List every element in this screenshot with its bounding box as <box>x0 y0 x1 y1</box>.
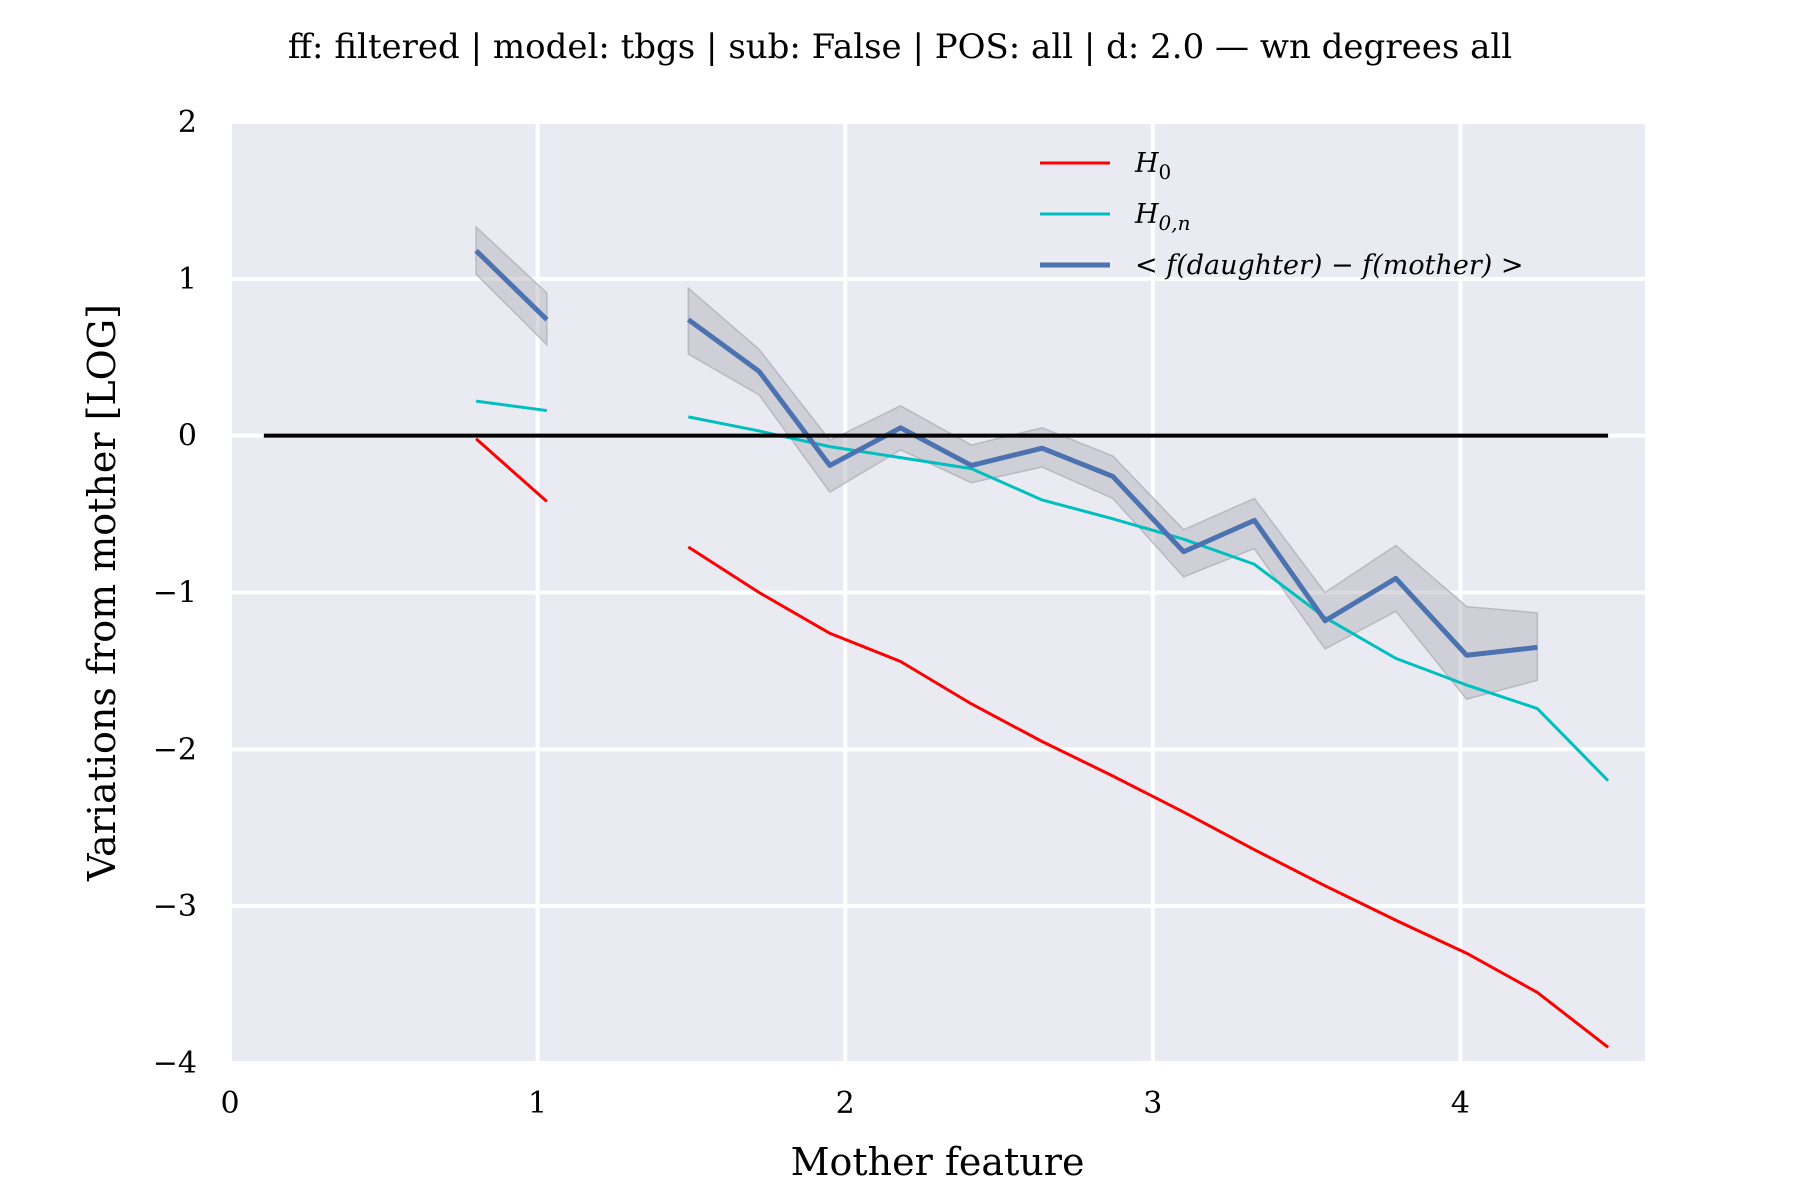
series-line-1 <box>475 399 548 413</box>
x-axis-label: Mother feature <box>791 1140 1085 1184</box>
tick-labels: 0 1 2 3 4 −4 −3 −2 −1 0 1 2 <box>153 105 1470 1121</box>
y-tick-label: 1 <box>178 262 197 297</box>
legend-label: < f(daughter) − f(mother) > <box>1135 250 1523 281</box>
x-tick-label: 1 <box>528 1086 547 1121</box>
series-line-1 <box>688 415 1610 782</box>
y-axis-label: Variations from mother [LOG] <box>80 304 124 882</box>
x-tick-label: 2 <box>836 1086 855 1121</box>
x-tick-label: 4 <box>1451 1086 1470 1121</box>
y-tick-label: 0 <box>178 419 197 454</box>
series-line-0 <box>475 437 548 503</box>
x-tick-label: 3 <box>1143 1086 1162 1121</box>
series-line-0 <box>687 545 1610 1049</box>
x-tick-label: 0 <box>220 1086 239 1121</box>
y-tick-label: −2 <box>153 732 197 767</box>
y-tick-label: −1 <box>153 576 197 611</box>
y-tick-label: −3 <box>153 889 197 924</box>
series-lines <box>474 248 1610 1049</box>
series-line-2 <box>474 248 549 322</box>
y-tick-label: 2 <box>178 105 197 140</box>
y-tick-label: −4 <box>153 1046 197 1081</box>
chart-title: ff: filtered | model: tbgs | sub: False … <box>288 27 1512 67</box>
